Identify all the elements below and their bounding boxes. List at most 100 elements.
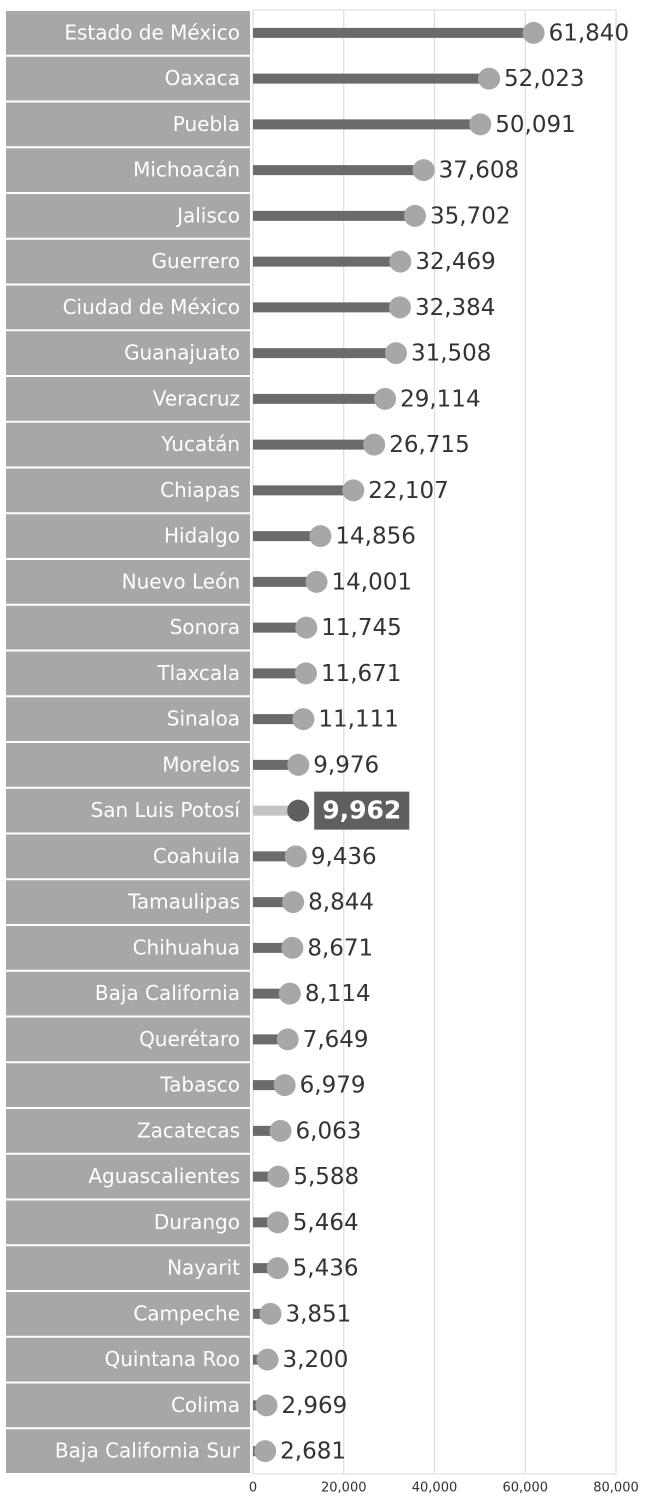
marker (478, 67, 501, 90)
value-label: 22,107 (368, 478, 448, 504)
marker (287, 753, 310, 776)
y-tick-label: Puebla (173, 112, 240, 136)
value-label: 8,114 (305, 981, 371, 1007)
value-label: 35,702 (430, 203, 510, 229)
marker (287, 799, 310, 822)
y-tick-label: Tlaxcala (156, 661, 240, 685)
value-label: 29,114 (400, 386, 480, 412)
category-cell (6, 697, 250, 741)
y-tick-label: Michoacán (133, 158, 240, 182)
y-tick-label: Oaxaca (165, 66, 240, 90)
value-label: 9,962 (322, 796, 401, 825)
category-cell (6, 1109, 250, 1153)
y-tick-label: Durango (154, 1210, 240, 1234)
value-label: 11,745 (321, 615, 401, 641)
x-tick-label: 80,000 (593, 1481, 639, 1496)
marker (273, 1074, 296, 1097)
value-label: 14,856 (335, 524, 415, 550)
marker (269, 1119, 292, 1142)
value-label: 2,969 (281, 1393, 347, 1419)
x-tick-label: 40,000 (412, 1481, 458, 1496)
value-label: 3,200 (283, 1347, 349, 1373)
y-tick-label: Nuevo León (122, 569, 240, 593)
category-cell (6, 468, 250, 513)
y-tick-label: Morelos (162, 752, 240, 776)
category-cell (6, 285, 250, 330)
marker (412, 159, 435, 182)
y-tick-label: Tamaulipas (127, 890, 240, 914)
marker (282, 891, 305, 914)
value-label: 50,091 (495, 112, 575, 138)
category-cell (6, 971, 250, 1016)
marker (384, 342, 407, 365)
value-label: 8,844 (308, 890, 374, 916)
x-tick-label: 60,000 (503, 1481, 549, 1496)
marker (281, 936, 304, 959)
value-label: 9,976 (313, 752, 379, 778)
category-cell (6, 1154, 250, 1199)
y-tick-label: Guanajuato (124, 341, 240, 365)
value-label: 5,436 (293, 1256, 359, 1282)
category-cell (6, 56, 250, 101)
y-tick-label: Guerrero (152, 249, 240, 273)
marker (278, 982, 301, 1005)
y-tick-label: Baja California Sur (55, 1439, 241, 1463)
value-label: 5,464 (293, 1210, 359, 1236)
category-cell (6, 102, 250, 147)
y-tick-label: Coahuila (153, 844, 240, 868)
marker (305, 570, 328, 593)
y-tick-label: Hidalgo (164, 524, 240, 548)
category-cell (6, 743, 250, 787)
category-cell (6, 651, 250, 696)
y-tick-label: Aguascalientes (88, 1164, 240, 1188)
y-tick-label: Chihuahua (133, 935, 240, 959)
y-tick-label: Estado de México (64, 20, 240, 44)
marker (294, 662, 317, 685)
marker (267, 1165, 290, 1188)
category-cell (6, 239, 250, 284)
y-tick-label: San Luis Potosí (91, 798, 242, 822)
category-cell (6, 514, 250, 558)
value-label: 5,588 (293, 1164, 359, 1190)
marker (388, 296, 411, 319)
y-tick-label: Chiapas (160, 478, 240, 502)
marker (374, 387, 397, 410)
category-cell (6, 1017, 250, 1062)
y-tick-label: Baja California (95, 981, 240, 1005)
category-cell (6, 880, 250, 924)
y-tick-label: Colima (171, 1393, 240, 1417)
y-tick-label: Ciudad de México (63, 295, 240, 319)
y-tick-label: Zacatecas (137, 1118, 240, 1142)
value-label: 32,469 (415, 249, 495, 275)
highlight-box (314, 791, 410, 830)
category-cell (6, 1063, 250, 1107)
marker (342, 479, 365, 502)
value-label: 14,001 (332, 569, 412, 595)
value-label: 11,111 (318, 707, 398, 733)
y-tick-label: Jalisco (175, 203, 240, 227)
category-cell (6, 1292, 250, 1336)
marker (363, 433, 386, 456)
marker (522, 21, 545, 44)
category-cell (6, 1383, 250, 1428)
marker (389, 250, 412, 273)
category-cell (6, 560, 250, 604)
value-label: 37,608 (439, 158, 519, 184)
x-tick-label: 20,000 (321, 1481, 367, 1496)
marker (292, 708, 315, 731)
category-cell (6, 422, 250, 467)
marker (276, 1028, 299, 1051)
value-label: 32,384 (415, 295, 495, 321)
value-label: 26,715 (389, 432, 469, 458)
y-tick-label: Sonora (170, 615, 240, 639)
category-cell (6, 788, 250, 833)
value-label: 61,840 (549, 20, 629, 46)
y-tick-label: Tabasco (159, 1073, 240, 1097)
marker (309, 525, 332, 548)
value-label: 6,979 (300, 1073, 366, 1099)
value-label: 11,671 (321, 661, 401, 687)
marker (255, 1394, 278, 1417)
value-label: 2,681 (280, 1439, 346, 1465)
marker (295, 616, 318, 639)
category-cell (6, 926, 250, 970)
